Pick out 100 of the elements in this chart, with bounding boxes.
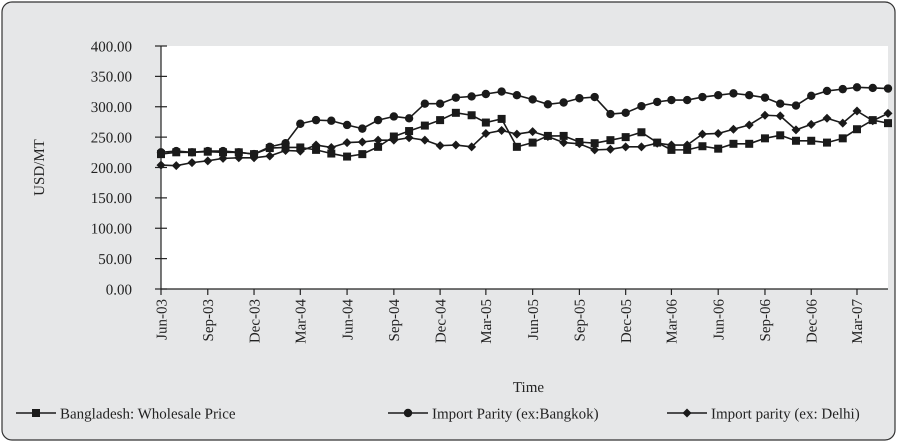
point xyxy=(807,92,816,100)
point xyxy=(420,100,430,108)
point xyxy=(374,116,382,124)
legend-label: Import Parity (ex:Bangkok) xyxy=(432,406,599,422)
point xyxy=(852,125,861,134)
point xyxy=(312,116,320,124)
point xyxy=(528,138,537,147)
point xyxy=(497,87,506,96)
point xyxy=(792,101,800,110)
point xyxy=(482,118,490,127)
x-tick-label: Sep-04 xyxy=(387,298,404,342)
point xyxy=(728,124,738,134)
point xyxy=(714,144,722,153)
point xyxy=(436,100,444,108)
point xyxy=(358,124,367,133)
legend-label: Import parity (ex: Delhi) xyxy=(711,406,860,422)
point xyxy=(745,91,754,100)
point xyxy=(296,120,304,128)
point xyxy=(776,131,784,140)
point xyxy=(327,150,336,158)
point xyxy=(636,142,646,152)
point xyxy=(807,136,816,145)
point xyxy=(606,110,615,118)
x-tick-label: Jun-05 xyxy=(526,299,542,340)
point xyxy=(637,102,646,110)
point xyxy=(822,138,831,147)
point xyxy=(744,120,754,130)
point xyxy=(467,92,476,101)
point xyxy=(358,137,367,146)
point xyxy=(467,142,476,152)
point xyxy=(559,98,568,107)
point xyxy=(884,84,892,93)
point xyxy=(760,110,770,120)
x-tick-label: Dec-04 xyxy=(433,298,450,344)
point xyxy=(528,127,538,136)
point xyxy=(698,142,706,150)
point xyxy=(822,86,832,96)
point xyxy=(560,132,568,140)
point xyxy=(776,111,785,120)
point xyxy=(760,134,769,142)
point xyxy=(497,126,506,135)
y-tick-label: 200.00 xyxy=(90,160,132,177)
point xyxy=(590,139,599,148)
x-tick-label: Dec-05 xyxy=(618,299,635,344)
point xyxy=(156,160,166,170)
y-tick-label: 400.00 xyxy=(90,39,132,56)
point xyxy=(512,91,522,100)
point xyxy=(791,125,800,134)
x-tick-label: Dec-06 xyxy=(804,298,820,344)
point xyxy=(852,83,862,92)
point xyxy=(512,142,521,151)
point xyxy=(512,130,522,139)
point xyxy=(358,150,366,158)
y-tick-label: 250.00 xyxy=(90,130,132,146)
point xyxy=(528,95,537,104)
point xyxy=(188,158,197,168)
point xyxy=(343,152,352,161)
point xyxy=(481,128,490,138)
x-tick-label: Sep-05 xyxy=(572,299,589,342)
point xyxy=(745,140,754,148)
point xyxy=(852,106,862,116)
point xyxy=(698,130,707,139)
point xyxy=(342,138,352,148)
x-tick-label: Mar-05 xyxy=(479,299,496,344)
point xyxy=(468,111,476,120)
point xyxy=(652,98,662,106)
x-tick-label: Dec-03 xyxy=(247,299,264,344)
y-tick-label: 150.00 xyxy=(90,191,132,208)
point xyxy=(637,128,646,136)
point xyxy=(405,127,414,136)
point xyxy=(420,136,430,145)
point xyxy=(621,108,630,118)
x-tick-label: Mar-06 xyxy=(664,298,681,344)
point xyxy=(575,94,584,102)
point xyxy=(729,140,738,148)
point xyxy=(682,96,692,104)
y-tick-label: 100.00 xyxy=(90,222,132,238)
y-tick-label: 300.00 xyxy=(90,100,132,116)
point xyxy=(606,136,614,144)
point xyxy=(498,114,506,123)
x-axis-title: Time xyxy=(512,380,544,396)
point xyxy=(806,120,816,129)
point xyxy=(265,151,274,160)
point xyxy=(792,136,800,145)
point xyxy=(172,161,181,170)
point xyxy=(544,100,552,109)
point xyxy=(420,122,429,130)
point xyxy=(838,118,848,128)
point xyxy=(884,108,892,118)
point xyxy=(482,90,490,98)
x-tick-label: Jun-04 xyxy=(340,298,356,340)
point xyxy=(621,142,630,152)
point xyxy=(327,116,336,125)
point xyxy=(838,84,847,94)
point xyxy=(436,141,445,150)
point xyxy=(667,96,676,104)
point xyxy=(374,142,382,151)
point xyxy=(884,119,892,128)
point xyxy=(436,116,444,124)
point xyxy=(390,112,398,121)
